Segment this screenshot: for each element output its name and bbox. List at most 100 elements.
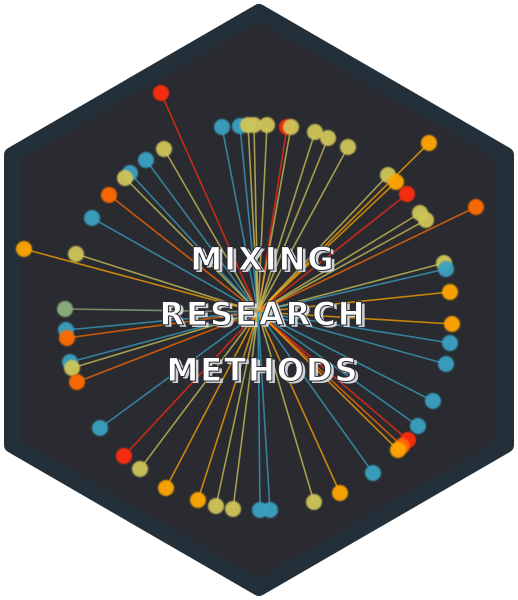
burst-link [257,193,408,313]
burst-link [232,311,259,510]
burst-link [257,311,271,511]
burst-node [208,498,224,514]
burst-link [257,142,430,313]
burst-link [257,174,389,313]
burst-link [163,148,259,313]
burst-link [257,311,374,474]
burst-node [138,152,154,168]
burst-link [253,124,259,313]
burst-link [257,206,477,313]
title-line-2-shadow: RESEARCH [162,297,369,335]
burst-node [84,210,100,226]
burst-link [123,311,259,457]
burst-link [257,124,268,313]
burst-link [165,311,259,489]
burst-node [158,480,174,496]
burst-node [320,130,336,146]
burst-link [257,311,453,325]
burst-link [64,308,259,313]
burst-node [418,212,434,228]
network-burst [16,85,484,518]
burst-node [468,199,484,215]
burst-link [257,311,261,511]
burst-link [71,311,259,369]
burst-link [257,131,316,313]
burst-link [257,219,427,313]
burst-link [257,311,409,441]
burst-node [57,301,73,317]
burst-node [225,501,241,517]
burst-link [257,311,315,503]
burst-node [438,356,454,372]
burst-link [91,217,259,313]
burst-node [438,261,454,277]
title-line-3: METHODS [166,351,359,389]
burst-node [340,139,356,155]
burst-node [246,117,262,133]
burst-link [257,268,447,313]
burst-link [257,311,451,344]
burst-node [262,502,278,518]
title-line-1-shadow: MIXING [193,242,338,280]
burst-node [92,420,108,436]
title-line-1: MIXING [190,240,335,278]
burst-link [99,311,259,429]
burst-node [399,186,415,202]
burst-node [64,360,80,376]
burst-nodes [16,85,484,518]
burst-node [365,465,381,481]
burst-link [257,126,292,313]
burst-node [101,187,117,203]
burst-node [390,442,406,458]
burst-node [442,284,458,300]
burst-node [259,117,275,133]
burst-link [257,311,399,451]
burst-link [257,262,445,313]
burst-link [247,124,259,313]
burst-node [388,174,404,190]
burst-link [197,311,259,501]
burst-link [257,181,397,313]
burst-link [139,311,259,470]
burst-node [156,141,172,157]
burst-link [108,194,259,313]
burst-node [306,494,322,510]
burst-node [116,448,132,464]
burst-node [190,492,206,508]
burst-node [442,335,458,351]
burst-link [124,177,259,313]
burst-link [75,253,259,313]
burst-link [221,126,259,313]
burst-link [257,212,421,313]
burst-link [145,159,259,313]
burst-link [257,146,349,313]
burst-link [257,311,403,447]
title-line-3-shadow: METHODS [169,353,362,391]
burst-node [69,374,85,390]
burst-node [153,85,169,101]
title-line-2: RESEARCH [159,295,366,333]
burst-link [65,311,259,331]
burst-link [257,291,451,313]
burst-link [257,311,447,365]
burst-link [257,311,419,427]
burst-link [257,311,341,494]
burst-node [132,461,148,477]
burst-link [129,172,259,313]
burst-link [23,248,259,313]
burst-node [307,124,323,140]
burst-node [16,241,32,257]
burst-node [425,393,441,409]
burst-node [214,119,230,135]
burst-link [160,92,259,313]
burst-node [332,485,348,501]
burst-link [215,311,259,507]
burst-lines [23,92,477,511]
burst-link [257,137,329,313]
burst-link [69,311,259,363]
burst-link [239,125,259,313]
burst-node [59,330,75,346]
burst-node [117,170,133,186]
burst-link [257,311,434,402]
